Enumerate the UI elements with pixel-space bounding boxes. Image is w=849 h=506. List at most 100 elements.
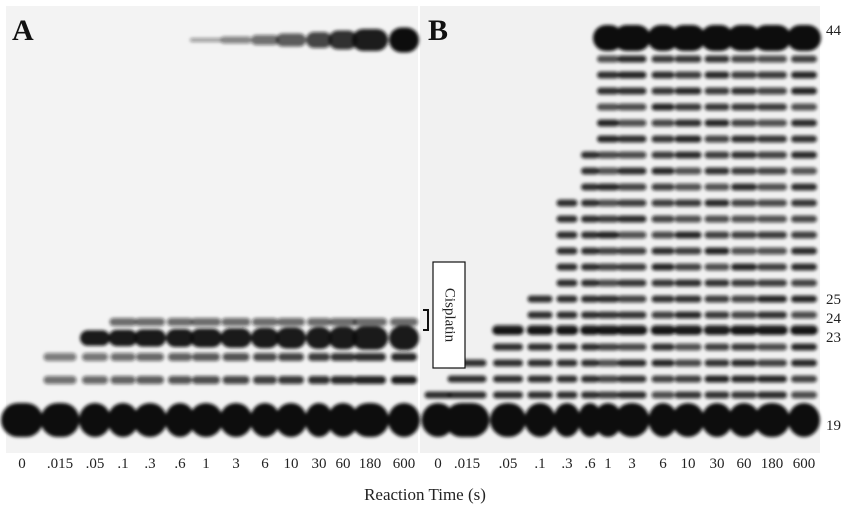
band [618,56,647,63]
band [192,353,220,361]
band [791,168,817,175]
band [754,403,790,437]
band [757,104,787,111]
band [757,168,787,175]
band [307,318,331,326]
band [791,344,817,351]
gel-a-background [6,6,418,453]
lane-label: 600 [393,456,416,472]
band [581,232,599,239]
band [731,344,757,351]
band [652,296,675,303]
panel-label: A [12,14,34,47]
band [791,376,817,383]
band [581,280,599,287]
lane-label: .6 [174,456,186,472]
band [597,200,619,207]
band [331,376,356,384]
band [705,248,730,255]
band [557,232,578,239]
band [705,88,730,95]
band [221,37,252,44]
band [731,376,757,383]
band [618,216,647,223]
band [652,200,675,207]
band [753,25,791,51]
lane-label: 30 [710,456,725,472]
band [757,136,787,143]
band [557,200,578,207]
band [354,353,386,361]
band [597,216,619,223]
lane-label: 10 [284,456,299,472]
band [192,376,220,384]
band [597,152,619,159]
band [675,248,702,255]
band [525,403,556,437]
lane-label: .3 [561,456,572,472]
band [757,152,787,159]
band [168,376,192,384]
band [705,280,730,287]
band [581,344,599,351]
band [528,312,553,319]
lane-label: 0 [18,456,26,472]
band [618,360,647,367]
band [557,248,578,255]
band [731,200,757,207]
band [731,120,757,127]
band [705,184,730,191]
lane-label: .015 [454,456,480,472]
band [652,344,675,351]
band [731,88,757,95]
band [757,376,787,383]
size-marker: 23 [826,330,841,346]
lane-label: 60 [336,456,351,472]
band [557,360,578,367]
band [618,232,647,239]
band [675,296,702,303]
band [618,184,647,191]
band [675,264,702,271]
band [675,56,702,63]
band [191,318,221,326]
band [557,216,578,223]
band [278,353,304,361]
band [671,25,706,51]
band [652,264,675,271]
lane-label: .015 [47,456,73,472]
lane-label: .6 [584,456,596,472]
band [675,184,702,191]
band [675,200,702,207]
band [448,376,487,383]
band [492,325,524,335]
band [757,392,787,399]
band [527,325,554,335]
band [652,184,675,191]
band [557,296,578,303]
band [731,280,757,287]
band [731,312,757,319]
lane-label: 600 [793,456,816,472]
band [652,120,675,127]
band [167,318,193,326]
band [791,248,817,255]
band [757,184,787,191]
band [220,403,253,437]
band [672,403,705,437]
band [528,392,553,399]
band [557,344,578,351]
band [757,280,787,287]
band [597,104,619,111]
band [618,392,647,399]
band [251,328,279,348]
band [597,72,619,79]
band [618,120,647,127]
band [557,264,578,271]
band [791,72,817,79]
band [790,325,818,335]
band [388,403,420,437]
band [731,264,757,271]
band [652,56,675,63]
band [791,360,817,367]
